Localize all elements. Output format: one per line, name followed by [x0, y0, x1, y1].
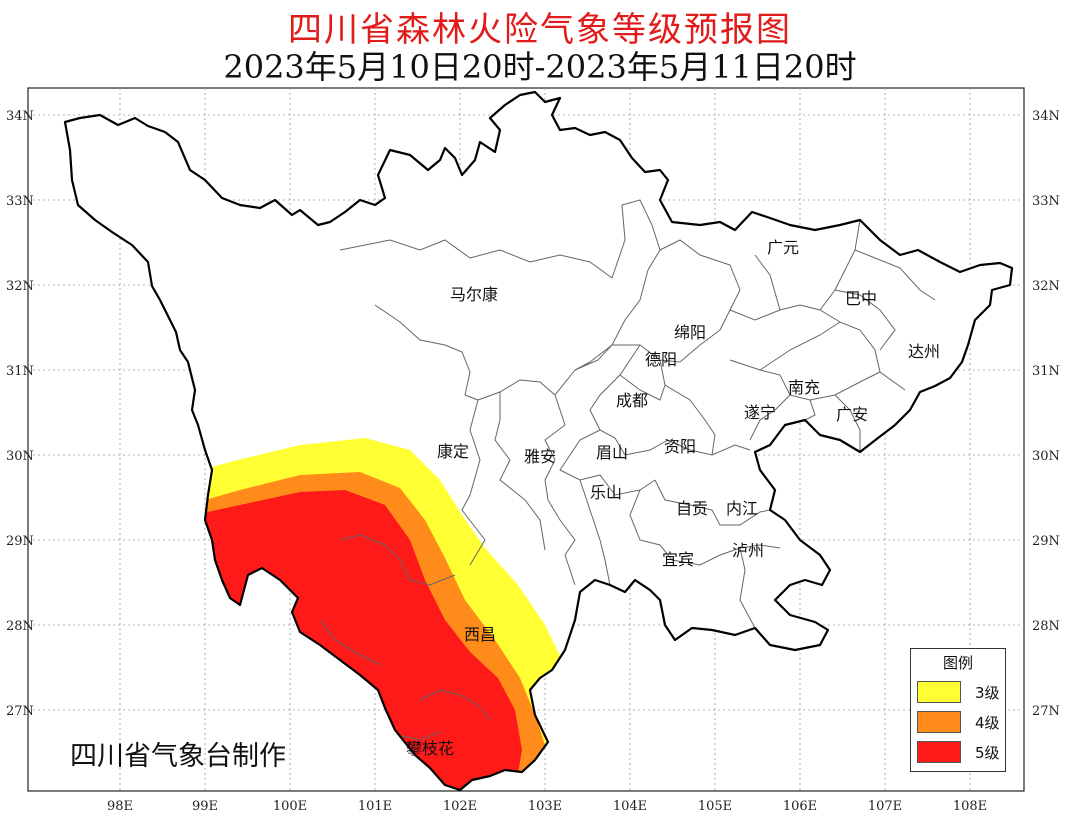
legend-label: 5级 — [975, 744, 1000, 762]
lat-tick-label: 34N — [1032, 109, 1060, 124]
lon-tick-label: 102E — [443, 799, 477, 814]
lat-tick-label: 27N — [6, 704, 34, 719]
lon-tick-label: 99E — [192, 799, 218, 814]
lat-tick-label: 32N — [1032, 279, 1060, 294]
legend-item-level-3: 3级 — [917, 681, 1001, 703]
lon-tick-label: 107E — [868, 799, 902, 814]
legend-swatch — [917, 711, 961, 733]
city-label-leshan: 乐山 — [590, 483, 622, 502]
city-label-dazhou: 达州 — [908, 342, 940, 361]
city-label-mianyang: 绵阳 — [674, 323, 706, 342]
city-label-ziyang: 资阳 — [664, 437, 696, 456]
lon-tick-label: 104E — [613, 799, 647, 814]
lon-tick-label: 103E — [528, 799, 562, 814]
map-subtitle: 2023年5月10日20时-2023年5月11日20时 — [223, 48, 857, 86]
city-label-maerkang: 马尔康 — [450, 285, 498, 304]
producer-credit: 四川省气象台制作 — [70, 741, 286, 772]
lat-tick-label: 29N — [1032, 534, 1060, 549]
city-label-guangan: 广安 — [836, 405, 868, 424]
city-label-chengdu: 成都 — [616, 391, 648, 410]
lon-tick-label: 105E — [698, 799, 732, 814]
lat-tick-label: 34N — [6, 109, 34, 124]
city-label-suining: 遂宁 — [744, 403, 776, 422]
lon-tick-label: 100E — [273, 799, 307, 814]
city-label-panzhihua: 攀枝花 — [406, 739, 454, 758]
city-label-guangyuan: 广元 — [767, 238, 799, 257]
lat-tick-label: 33N — [6, 194, 34, 209]
longitude-labels: 98E 99E 100E 101E 102E 103E 104E 105E 10… — [107, 799, 987, 814]
lat-tick-label: 33N — [1032, 194, 1060, 209]
lat-tick-label: 31N — [6, 364, 34, 379]
lat-tick-label: 27N — [1032, 704, 1060, 719]
lat-tick-label: 31N — [1032, 364, 1060, 379]
province-area — [65, 92, 1012, 790]
city-label-yaan: 雅安 — [524, 447, 556, 466]
legend: 图例 3级 4级 5级 — [910, 648, 1006, 772]
legend-item-level-5: 5级 — [917, 741, 1001, 763]
legend-swatch — [917, 681, 961, 703]
legend-swatch — [917, 741, 961, 763]
legend-item-level-4: 4级 — [917, 711, 1001, 733]
map-frame — [27, 87, 1025, 792]
city-labels: 马尔康 广元 巴中 绵阳 德阳 达州 成都 南充 遂宁 广安 康定 雅安 眉山 … — [406, 238, 940, 758]
city-label-nanchong: 南充 — [788, 378, 820, 397]
latitude-labels-left: 34N 33N 32N 31N 30N 29N 28N 27N — [6, 109, 34, 719]
lon-tick-label: 101E — [358, 799, 392, 814]
lon-tick-label: 108E — [953, 799, 987, 814]
province-boundary — [63, 90, 1014, 792]
lon-tick-label: 98E — [107, 799, 133, 814]
city-label-kangding: 康定 — [437, 442, 469, 461]
lat-tick-label: 30N — [6, 449, 34, 464]
city-label-meishan: 眉山 — [596, 443, 628, 462]
city-label-xichang: 西昌 — [464, 625, 496, 644]
legend-label: 4级 — [975, 714, 1000, 732]
lat-tick-label: 30N — [1032, 449, 1060, 464]
latitude-labels-right: 34N 33N 32N 31N 30N 29N 28N 27N — [1032, 109, 1060, 719]
city-label-zigong: 自贡 — [676, 499, 708, 518]
city-label-yibin: 宜宾 — [662, 550, 694, 569]
city-label-neijiang: 内江 — [726, 499, 758, 518]
lat-tick-label: 32N — [6, 279, 34, 294]
map-title: 四川省森林火险气象等级预报图 — [288, 10, 792, 50]
lon-tick-label: 106E — [783, 799, 817, 814]
legend-title: 图例 — [942, 654, 973, 672]
prefecture-boundaries — [319, 199, 936, 741]
city-label-bazhong: 巴中 — [845, 289, 877, 308]
city-label-luzhou: 泸州 — [732, 541, 764, 560]
lat-tick-label: 28N — [1032, 619, 1060, 634]
legend-label: 3级 — [975, 684, 1000, 702]
lat-tick-label: 28N — [6, 619, 34, 634]
city-label-deyang: 德阳 — [645, 350, 677, 369]
lat-tick-label: 29N — [6, 534, 34, 549]
